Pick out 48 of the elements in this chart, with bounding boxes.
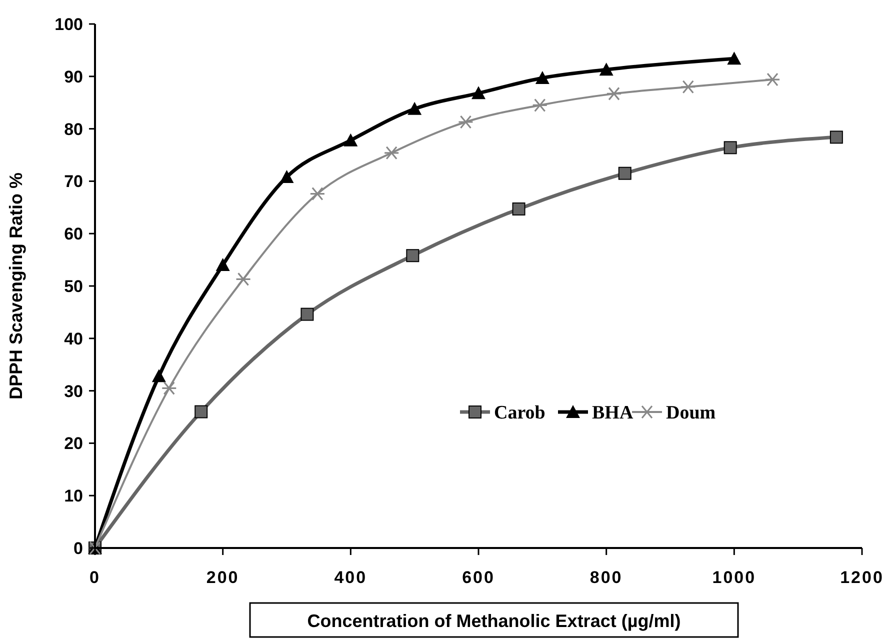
point bbox=[344, 133, 358, 146]
y-tick-label: 0 bbox=[74, 538, 83, 558]
y-tick-label: 60 bbox=[64, 224, 83, 244]
point bbox=[599, 62, 614, 76]
y-tick-label: 20 bbox=[64, 434, 83, 454]
point bbox=[535, 70, 550, 84]
point bbox=[606, 86, 622, 100]
point bbox=[280, 170, 294, 184]
legend-label: BHA bbox=[592, 402, 634, 424]
point bbox=[300, 308, 314, 321]
point bbox=[235, 272, 252, 286]
point bbox=[152, 369, 166, 382]
y-tick-label: 50 bbox=[64, 276, 83, 296]
y-tick-label: 90 bbox=[64, 67, 83, 86]
x-tick-label: 600 bbox=[462, 568, 495, 587]
point bbox=[830, 130, 843, 144]
point bbox=[194, 405, 208, 418]
x-tick-label: 1200 bbox=[840, 568, 884, 587]
y-tick-label: 10 bbox=[64, 486, 83, 506]
y-tick-label: 100 bbox=[54, 14, 83, 34]
point bbox=[216, 258, 230, 272]
point bbox=[472, 86, 486, 100]
x-axis-title: Concentration of Methanolic Extract (µg/ml) bbox=[307, 611, 681, 631]
x-tick-label: 1000 bbox=[712, 568, 756, 587]
y-tick-label: 30 bbox=[64, 382, 83, 401]
point bbox=[161, 381, 177, 395]
point bbox=[680, 80, 696, 94]
point bbox=[408, 102, 422, 115]
point bbox=[532, 98, 548, 112]
point bbox=[406, 249, 420, 262]
x-tick-label: 200 bbox=[206, 568, 240, 587]
point bbox=[512, 202, 526, 216]
point bbox=[458, 115, 474, 129]
y-axis-title: DPPH Scavenging Ratio % bbox=[6, 172, 26, 400]
point bbox=[727, 52, 742, 65]
legend-label: Carob bbox=[494, 402, 546, 424]
x-tick-label: 0 bbox=[90, 568, 100, 587]
point bbox=[384, 146, 400, 160]
x-tick-label: 800 bbox=[590, 568, 623, 587]
point bbox=[724, 141, 737, 154]
point bbox=[618, 166, 632, 180]
y-tick-label: 40 bbox=[64, 329, 83, 348]
point bbox=[764, 72, 780, 86]
point bbox=[310, 186, 326, 201]
y-tick-label: 70 bbox=[64, 172, 83, 192]
legend-label: Doum bbox=[666, 402, 716, 424]
x-tick-label: 400 bbox=[334, 568, 368, 587]
y-tick-label: 80 bbox=[64, 120, 83, 139]
